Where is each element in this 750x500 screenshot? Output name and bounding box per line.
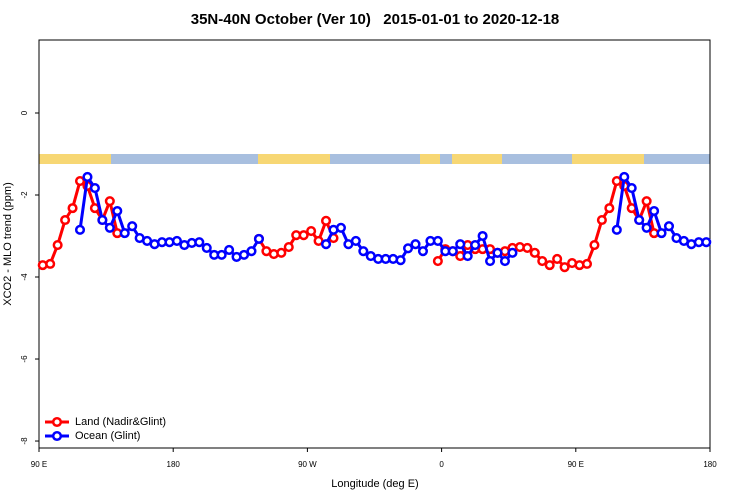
data-point — [626, 182, 637, 194]
data-point — [611, 176, 622, 187]
data-point — [320, 215, 332, 226]
y-tick-label: 0 — [20, 110, 29, 115]
x-tick-label: 0 — [439, 460, 444, 469]
data-point — [216, 249, 227, 260]
data-point — [589, 239, 600, 251]
data-point — [634, 214, 645, 226]
x-tick-label: 90 E — [31, 460, 47, 469]
land-ocean-strip — [39, 154, 710, 164]
data-point — [537, 255, 548, 267]
chart-title: 35N-40N October (Ver 10) 2015-01-01 to 2… — [191, 11, 560, 28]
y-axis-label: XCO2 - MLO trend (ppm) — [2, 182, 14, 305]
land-strip — [258, 154, 330, 164]
data-point — [276, 247, 287, 258]
data-point — [663, 221, 675, 232]
data-point — [45, 258, 56, 269]
land-strip — [452, 154, 502, 164]
land-strip — [572, 154, 644, 164]
y-tick-label: -8 — [20, 437, 29, 445]
data-point — [641, 222, 652, 233]
data-point — [104, 222, 115, 233]
data-point — [499, 255, 511, 267]
data-point — [581, 258, 593, 269]
data-point — [60, 214, 71, 226]
data-point — [67, 203, 78, 214]
data-point — [522, 242, 533, 253]
data-point — [470, 239, 481, 251]
data-point — [619, 171, 630, 183]
x-tick-label: 90 E — [568, 460, 584, 469]
data-point — [656, 228, 667, 239]
data-point — [253, 233, 264, 244]
data-point — [74, 224, 86, 235]
data-point — [432, 235, 443, 246]
land-strip — [39, 154, 111, 164]
data-point — [529, 247, 540, 258]
data-point — [417, 246, 429, 257]
data-point — [410, 239, 421, 250]
plot-frame — [38, 39, 711, 449]
data-point — [320, 239, 332, 250]
data-point — [611, 224, 622, 235]
data-point — [485, 255, 496, 267]
data-point — [604, 203, 615, 214]
data-point — [462, 251, 473, 262]
data-point — [596, 214, 607, 226]
x-tick-label: 180 — [167, 460, 181, 469]
data-point — [283, 242, 294, 253]
data-point — [447, 246, 458, 257]
data-point — [559, 262, 570, 273]
data-point — [246, 246, 257, 257]
data-point — [171, 235, 182, 246]
y-tick-label: -6 — [20, 355, 29, 363]
data-point — [492, 247, 503, 258]
legend-label: Ocean (Glint) — [75, 430, 140, 442]
data-point — [74, 176, 86, 187]
data-point — [477, 230, 488, 242]
data-point — [201, 242, 212, 253]
data-point — [82, 171, 93, 183]
data-point — [238, 249, 250, 260]
data-point — [224, 244, 235, 255]
legend-marker — [51, 430, 63, 442]
data-point — [701, 237, 712, 248]
data-point — [455, 239, 466, 250]
data-point — [119, 228, 130, 239]
data-point — [194, 237, 205, 248]
legend-label: Land (Nadir&Glint) — [75, 416, 166, 428]
legend-marker — [51, 416, 63, 428]
data-point — [432, 255, 443, 267]
data-point — [403, 243, 414, 254]
data-point — [358, 246, 369, 257]
data-point — [641, 196, 652, 207]
data-point — [112, 205, 123, 217]
x-tick-label: 90 W — [298, 460, 317, 469]
data-point — [350, 235, 361, 246]
data-point — [89, 182, 100, 194]
y-tick-label: -2 — [20, 191, 29, 199]
x-tick-label: 180 — [703, 460, 717, 469]
data-point — [104, 196, 115, 207]
y-tick-label: -4 — [20, 273, 29, 281]
data-point — [97, 214, 108, 226]
data-point — [649, 205, 660, 217]
data-point — [127, 221, 138, 232]
data-point — [544, 260, 555, 271]
data-point — [335, 222, 347, 233]
data-point — [507, 247, 518, 258]
data-point — [306, 226, 317, 237]
data-point — [52, 239, 63, 251]
series-line — [78, 172, 707, 264]
data-point — [298, 230, 309, 241]
ocean-strip — [39, 154, 710, 164]
data-point — [395, 255, 406, 266]
data-point — [552, 253, 563, 265]
land-strip — [420, 154, 440, 164]
x-axis-label: Longitude (deg E) — [331, 478, 418, 490]
